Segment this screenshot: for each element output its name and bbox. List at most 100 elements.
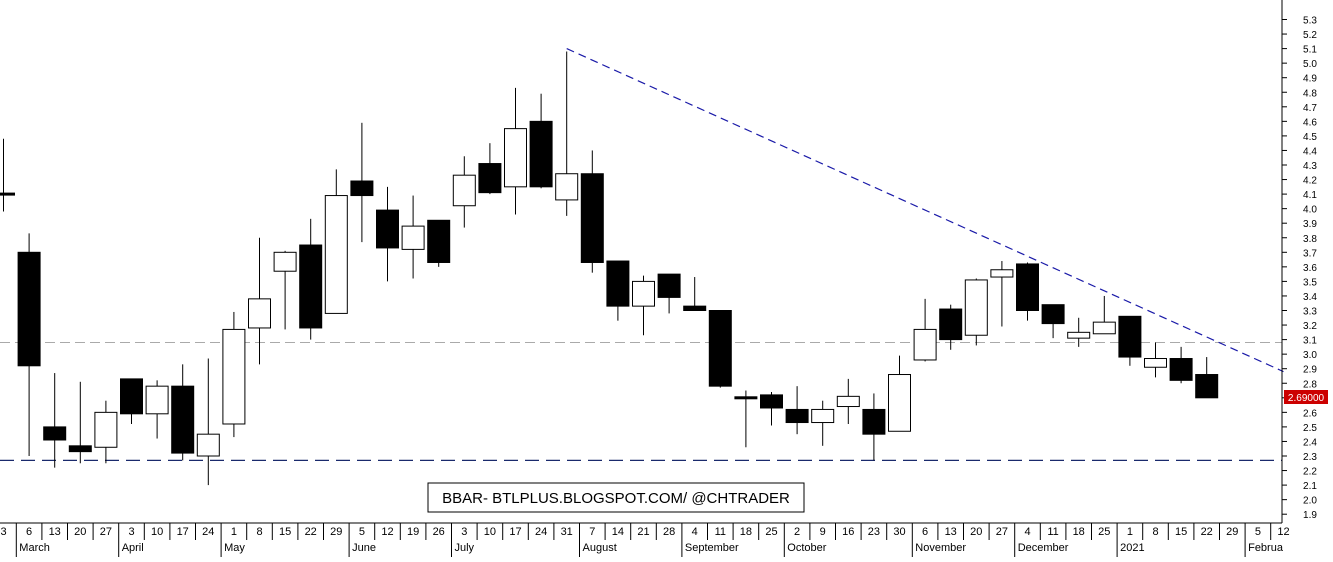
candle-body [68, 445, 92, 453]
candle-body [120, 378, 143, 415]
candle [1144, 342, 1167, 378]
candle [1195, 357, 1219, 399]
x-week-label: 31 [561, 526, 573, 538]
candle-body [1169, 358, 1193, 381]
x-week-label: 29 [1226, 526, 1238, 538]
x-week-label: 8 [1152, 526, 1158, 538]
candle [0, 138, 15, 212]
candle [68, 381, 92, 464]
x-month-label: September [685, 542, 739, 554]
candle-body [1041, 304, 1065, 325]
candle-body [196, 433, 220, 457]
x-week-label: 24 [202, 526, 214, 538]
x-week-label: 11 [715, 526, 726, 538]
x-week-label: 11 [1047, 526, 1058, 538]
x-week-label: 15 [1175, 526, 1187, 538]
candle [529, 93, 553, 189]
candle-body [171, 385, 195, 454]
y-tick-label: 4.6 [1303, 117, 1317, 128]
y-tick-label: 4.5 [1303, 132, 1317, 143]
candle [145, 380, 169, 439]
y-tick-label: 3.2 [1303, 321, 1317, 332]
candle-body [350, 180, 374, 197]
x-month-label: Februa [1248, 542, 1284, 554]
candle-body [990, 269, 1014, 278]
x-week-label: 29 [330, 526, 342, 538]
candle-body [1195, 374, 1219, 399]
watermark-text: BBAR- BTLPLUS.BLOGSPOT.COM/ @CHTRADER [442, 490, 790, 507]
x-week-label: 25 [765, 526, 777, 538]
candles-layer [0, 51, 1219, 486]
candle-body [376, 209, 399, 249]
y-tick-label: 3.9 [1303, 219, 1317, 230]
trend-line-layer [566, 48, 1284, 373]
candle [427, 219, 451, 267]
candle-body [427, 219, 451, 263]
x-week-label: 4 [1024, 526, 1030, 538]
candle [350, 122, 374, 243]
y-tick-label: 1.9 [1303, 510, 1317, 521]
candle-body [0, 192, 15, 196]
candle-body [504, 128, 527, 188]
y-axis: 1.92.02.12.22.32.42.52.62.72.82.93.03.13… [1281, 0, 1317, 523]
y-tick-label: 3.3 [1303, 307, 1317, 318]
candle-body [452, 174, 476, 207]
candle-body [248, 298, 271, 329]
y-tick-label: 2.2 [1303, 467, 1317, 478]
x-week-label: 15 [279, 526, 291, 538]
candle [632, 275, 655, 336]
candle [17, 233, 41, 456]
candle [734, 390, 758, 448]
candle [708, 310, 732, 388]
y-tick-label: 3.5 [1303, 277, 1317, 288]
x-week-label: 17 [509, 526, 521, 538]
candle [43, 373, 67, 468]
watermark-box: BBAR- BTLPLUS.BLOGSPOT.COM/ @CHTRADER [427, 482, 805, 513]
x-week-label: 13 [945, 526, 957, 538]
x-week-label: 1 [1127, 526, 1133, 538]
x-month-label: July [455, 542, 475, 554]
x-week-label: 27 [100, 526, 112, 538]
candle [785, 386, 809, 435]
y-tick-label: 2.8 [1303, 379, 1317, 390]
x-week-label: 14 [612, 526, 624, 538]
x-month-label: October [787, 542, 826, 554]
candle-body [299, 244, 323, 329]
candle [1092, 295, 1116, 335]
candle [376, 186, 399, 282]
candle-body [1067, 331, 1091, 339]
candle [196, 358, 220, 486]
trend-line [566, 48, 1284, 373]
candle [1067, 317, 1091, 347]
x-month-label: May [224, 542, 245, 554]
candle-body [1144, 358, 1167, 368]
y-tick-label: 2.5 [1303, 423, 1317, 434]
candle-body [632, 280, 655, 307]
y-tick-label: 4.9 [1303, 74, 1317, 85]
price-tag: 2.69000 [1284, 390, 1328, 404]
candle [683, 277, 707, 312]
x-week-label: 16 [842, 526, 854, 538]
candle-body [478, 163, 502, 194]
x-week-label: 12 [1277, 526, 1289, 538]
candle-body [913, 328, 937, 361]
candle-body [760, 394, 783, 409]
candle [1016, 262, 1039, 321]
y-tick-label: 4.4 [1303, 146, 1317, 157]
x-month-label: December [1018, 542, 1069, 554]
x-week-label: 27 [996, 526, 1008, 538]
candle-body [401, 225, 425, 250]
y-tick-label: 5.3 [1303, 16, 1317, 27]
y-tick-label: 3.0 [1303, 350, 1317, 361]
candle [990, 261, 1014, 327]
candle [94, 400, 118, 464]
x-week-label: 20 [74, 526, 86, 538]
x-week-label: 22 [1201, 526, 1213, 538]
x-month-label: April [122, 542, 144, 554]
x-week-label: 3 [128, 526, 134, 538]
y-tick-label: 5.2 [1303, 30, 1317, 41]
candle-body [939, 308, 963, 341]
candle-body [683, 305, 707, 312]
y-tick-label: 2.4 [1303, 437, 1317, 448]
